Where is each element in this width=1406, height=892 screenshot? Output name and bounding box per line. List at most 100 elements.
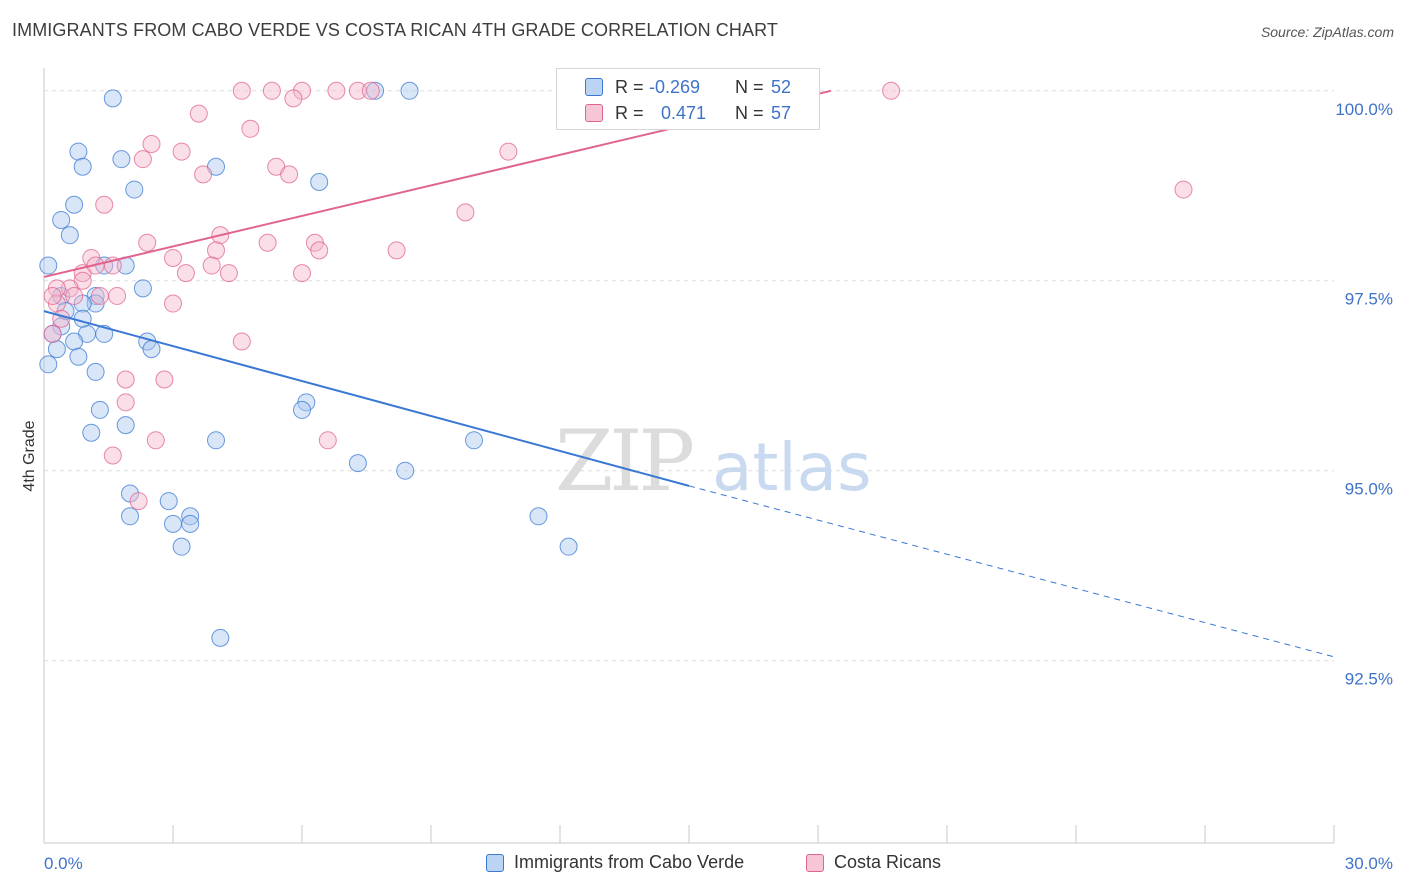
data-point bbox=[121, 507, 139, 526]
data-point bbox=[125, 180, 144, 199]
watermark-atlas: atlas bbox=[712, 429, 872, 506]
data-point bbox=[318, 431, 337, 450]
data-point bbox=[207, 241, 225, 260]
data-point bbox=[211, 628, 230, 647]
legend-swatch-pink bbox=[806, 853, 824, 872]
watermark-zip: ZIP bbox=[555, 412, 693, 510]
data-point bbox=[73, 309, 92, 328]
series-costa-ricans-points bbox=[43, 81, 1193, 511]
data-point bbox=[232, 332, 251, 351]
x-ticks bbox=[43, 825, 1335, 843]
watermark: ZIP atlas bbox=[555, 412, 872, 510]
data-point bbox=[95, 324, 114, 343]
data-point bbox=[155, 370, 174, 389]
data-point bbox=[86, 362, 105, 381]
data-point bbox=[138, 233, 157, 252]
y-axis-label: 4th Grade bbox=[21, 420, 38, 491]
stats-r-value: 0.471 bbox=[661, 102, 707, 123]
data-point bbox=[82, 423, 101, 442]
data-point bbox=[327, 81, 346, 100]
x-tick-label-min: 0.0% bbox=[44, 854, 83, 873]
data-point bbox=[280, 165, 299, 184]
stats-box: R = -0.269 N = 52 R = 0.471 N = 57 bbox=[556, 68, 820, 130]
chart-title: IMMIGRANTS FROM CABO VERDE VS COSTA RICA… bbox=[12, 20, 778, 40]
data-point bbox=[103, 446, 122, 465]
data-point bbox=[60, 226, 79, 245]
stats-n-label: N = bbox=[735, 102, 764, 123]
data-point bbox=[207, 431, 225, 450]
legend-swatch-blue bbox=[486, 853, 504, 872]
data-point bbox=[361, 81, 380, 100]
data-point bbox=[499, 142, 518, 161]
y-tick-label: 92.5% bbox=[1345, 670, 1393, 689]
data-point bbox=[69, 142, 88, 161]
data-point bbox=[52, 210, 71, 229]
data-point bbox=[39, 355, 58, 374]
data-point bbox=[176, 264, 195, 283]
data-point bbox=[1174, 180, 1193, 199]
data-point bbox=[172, 537, 191, 556]
data-point bbox=[116, 393, 135, 412]
data-point bbox=[181, 514, 200, 533]
stats-n-value: 52 bbox=[771, 76, 792, 97]
data-point bbox=[181, 507, 200, 526]
stats-r-value: -0.269 bbox=[649, 76, 701, 97]
data-point bbox=[129, 492, 148, 511]
legend-item-costa-ricans: Costa Ricans bbox=[806, 852, 941, 873]
data-point bbox=[52, 309, 71, 328]
legend-label-costa-ricans: Costa Ricans bbox=[834, 852, 942, 872]
data-point bbox=[348, 81, 367, 100]
data-point bbox=[164, 294, 182, 313]
stats-n-value: 57 bbox=[771, 102, 792, 123]
y-tick-labels: 92.5% 95.0% 97.5% 100.0% bbox=[1335, 100, 1393, 689]
data-point bbox=[65, 195, 84, 214]
data-point bbox=[108, 286, 127, 305]
stats-r-label: R = bbox=[615, 76, 644, 97]
data-point bbox=[172, 142, 191, 161]
data-point bbox=[189, 104, 208, 123]
y-tick-label: 100.0% bbox=[1335, 100, 1393, 119]
data-point bbox=[142, 134, 161, 153]
data-point bbox=[116, 416, 135, 435]
data-point bbox=[164, 514, 182, 533]
data-point bbox=[65, 286, 84, 305]
trend-lines bbox=[43, 89, 1335, 658]
data-point bbox=[142, 340, 161, 359]
data-point bbox=[293, 400, 311, 419]
trend-line-cabo-verde-extension bbox=[688, 485, 1335, 658]
data-point bbox=[559, 537, 578, 556]
data-point bbox=[90, 400, 109, 419]
data-point bbox=[69, 347, 88, 366]
data-point bbox=[465, 431, 483, 450]
data-point bbox=[39, 256, 58, 275]
data-point bbox=[133, 150, 152, 169]
stats-swatch-pink bbox=[585, 104, 603, 122]
data-point bbox=[396, 461, 415, 480]
data-point bbox=[456, 203, 475, 222]
data-point bbox=[882, 81, 901, 100]
data-point bbox=[43, 324, 62, 343]
legend-item-cabo-verde: Immigrants from Cabo Verde bbox=[486, 852, 744, 873]
source-credit: Source: ZipAtlas.com bbox=[1260, 24, 1394, 40]
data-point bbox=[202, 256, 221, 275]
data-point bbox=[529, 507, 548, 526]
y-tick-label: 95.0% bbox=[1345, 480, 1393, 499]
data-point bbox=[348, 454, 367, 473]
data-point bbox=[241, 119, 260, 138]
data-point bbox=[400, 81, 419, 100]
data-point bbox=[232, 81, 251, 100]
data-point bbox=[146, 431, 165, 450]
data-point bbox=[73, 157, 92, 176]
x-tick-label-max: 30.0% bbox=[1345, 854, 1393, 873]
trend-line-cabo-verde bbox=[43, 310, 690, 487]
data-point bbox=[43, 286, 62, 305]
series-cabo-verde-points bbox=[39, 81, 578, 647]
data-point bbox=[284, 89, 303, 108]
legend-label-cabo-verde: Immigrants from Cabo Verde bbox=[514, 852, 745, 872]
data-point bbox=[112, 150, 131, 169]
y-tick-label: 97.5% bbox=[1345, 290, 1393, 309]
data-point bbox=[219, 264, 238, 283]
data-point bbox=[387, 241, 406, 260]
data-point bbox=[159, 492, 178, 511]
